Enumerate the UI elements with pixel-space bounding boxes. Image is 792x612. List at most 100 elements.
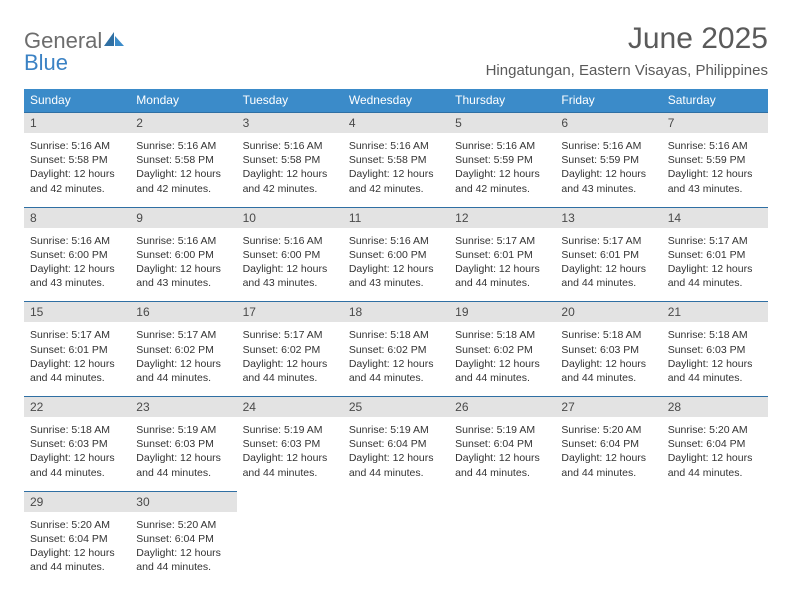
- day-cell: Sunrise: 5:18 AMSunset: 6:02 PMDaylight:…: [449, 325, 555, 393]
- day-day1: Daylight: 12 hours: [136, 262, 230, 276]
- day-day1: Daylight: 12 hours: [561, 451, 655, 465]
- day-cell: Sunrise: 5:18 AMSunset: 6:03 PMDaylight:…: [24, 420, 130, 488]
- day-sunset: Sunset: 6:04 PM: [668, 437, 762, 451]
- day-sunrise: Sunrise: 5:18 AM: [668, 328, 762, 342]
- day-number: [555, 491, 661, 512]
- day-number: 3: [237, 112, 343, 133]
- day-number: 24: [237, 396, 343, 417]
- day-number: 17: [237, 301, 343, 322]
- day-day2: and 44 minutes.: [136, 371, 230, 385]
- day-sunrise: Sunrise: 5:17 AM: [561, 234, 655, 248]
- day-cell: Sunrise: 5:16 AMSunset: 5:59 PMDaylight:…: [449, 136, 555, 204]
- day-number: 13: [555, 207, 661, 228]
- day-number: 22: [24, 396, 130, 417]
- day-cell: [449, 515, 555, 583]
- day-sunset: Sunset: 5:58 PM: [349, 153, 443, 167]
- day-day1: Daylight: 12 hours: [30, 167, 124, 181]
- day-sunset: Sunset: 6:03 PM: [30, 437, 124, 451]
- day-day2: and 44 minutes.: [561, 371, 655, 385]
- day-day2: and 44 minutes.: [136, 560, 230, 574]
- day-cell: Sunrise: 5:19 AMSunset: 6:04 PMDaylight:…: [343, 420, 449, 488]
- day-cell: Sunrise: 5:17 AMSunset: 6:02 PMDaylight:…: [237, 325, 343, 393]
- day-sunset: Sunset: 6:00 PM: [243, 248, 337, 262]
- week-daynum-row: 1234567: [24, 112, 768, 133]
- day-day1: Daylight: 12 hours: [455, 357, 549, 371]
- day-cell: Sunrise: 5:18 AMSunset: 6:03 PMDaylight:…: [662, 325, 768, 393]
- day-sunset: Sunset: 6:01 PM: [455, 248, 549, 262]
- day-sunset: Sunset: 6:03 PM: [561, 343, 655, 357]
- day-day1: Daylight: 12 hours: [30, 546, 124, 560]
- day-sunset: Sunset: 6:00 PM: [136, 248, 230, 262]
- day-sunset: Sunset: 5:59 PM: [455, 153, 549, 167]
- day-sunrise: Sunrise: 5:16 AM: [243, 234, 337, 248]
- day-cell: Sunrise: 5:17 AMSunset: 6:01 PMDaylight:…: [662, 231, 768, 299]
- day-sunrise: Sunrise: 5:20 AM: [561, 423, 655, 437]
- day-cell: Sunrise: 5:20 AMSunset: 6:04 PMDaylight:…: [662, 420, 768, 488]
- day-cell: Sunrise: 5:19 AMSunset: 6:03 PMDaylight:…: [130, 420, 236, 488]
- day-day1: Daylight: 12 hours: [349, 167, 443, 181]
- day-cell: Sunrise: 5:16 AMSunset: 6:00 PMDaylight:…: [343, 231, 449, 299]
- day-sunrise: Sunrise: 5:16 AM: [455, 139, 549, 153]
- day-sunset: Sunset: 6:04 PM: [30, 532, 124, 546]
- day-number: 16: [130, 301, 236, 322]
- day-day1: Daylight: 12 hours: [349, 451, 443, 465]
- day-day1: Daylight: 12 hours: [455, 451, 549, 465]
- day-day2: and 44 minutes.: [243, 371, 337, 385]
- day-day1: Daylight: 12 hours: [455, 262, 549, 276]
- logo-sail-icon: [104, 32, 126, 48]
- day-day2: and 44 minutes.: [561, 466, 655, 480]
- day-day1: Daylight: 12 hours: [455, 167, 549, 181]
- day-day2: and 44 minutes.: [136, 466, 230, 480]
- day-day1: Daylight: 12 hours: [243, 357, 337, 371]
- day-day1: Daylight: 12 hours: [136, 357, 230, 371]
- dow-wednesday: Wednesday: [343, 89, 449, 112]
- day-day1: Daylight: 12 hours: [243, 451, 337, 465]
- day-day1: Daylight: 12 hours: [349, 357, 443, 371]
- day-sunset: Sunset: 6:01 PM: [30, 343, 124, 357]
- day-day1: Daylight: 12 hours: [561, 357, 655, 371]
- day-sunrise: Sunrise: 5:19 AM: [136, 423, 230, 437]
- dow-thursday: Thursday: [449, 89, 555, 112]
- day-sunset: Sunset: 6:03 PM: [668, 343, 762, 357]
- day-number: 5: [449, 112, 555, 133]
- day-number: 7: [662, 112, 768, 133]
- day-number: 8: [24, 207, 130, 228]
- day-sunset: Sunset: 6:03 PM: [136, 437, 230, 451]
- day-cell: Sunrise: 5:18 AMSunset: 6:02 PMDaylight:…: [343, 325, 449, 393]
- calendar-page: General Blue June 2025 Hingatungan, East…: [0, 0, 792, 600]
- day-cell: Sunrise: 5:16 AMSunset: 5:58 PMDaylight:…: [237, 136, 343, 204]
- day-day2: and 43 minutes.: [30, 276, 124, 290]
- day-sunrise: Sunrise: 5:19 AM: [455, 423, 549, 437]
- day-cell: [555, 515, 661, 583]
- day-day2: and 44 minutes.: [30, 560, 124, 574]
- day-sunrise: Sunrise: 5:16 AM: [349, 234, 443, 248]
- day-number: 9: [130, 207, 236, 228]
- day-cell: Sunrise: 5:16 AMSunset: 6:00 PMDaylight:…: [24, 231, 130, 299]
- day-day2: and 43 minutes.: [136, 276, 230, 290]
- page-title: June 2025: [486, 22, 768, 56]
- weeks-container: 1234567Sunrise: 5:16 AMSunset: 5:58 PMDa…: [24, 112, 768, 582]
- day-day2: and 44 minutes.: [243, 466, 337, 480]
- day-sunset: Sunset: 6:03 PM: [243, 437, 337, 451]
- day-sunrise: Sunrise: 5:16 AM: [136, 139, 230, 153]
- day-sunset: Sunset: 6:00 PM: [30, 248, 124, 262]
- day-day1: Daylight: 12 hours: [136, 167, 230, 181]
- day-day1: Daylight: 12 hours: [668, 167, 762, 181]
- day-day1: Daylight: 12 hours: [136, 451, 230, 465]
- day-sunrise: Sunrise: 5:17 AM: [668, 234, 762, 248]
- day-sunrise: Sunrise: 5:17 AM: [243, 328, 337, 342]
- day-number: 10: [237, 207, 343, 228]
- day-day1: Daylight: 12 hours: [561, 167, 655, 181]
- day-number: 27: [555, 396, 661, 417]
- day-sunrise: Sunrise: 5:19 AM: [243, 423, 337, 437]
- day-number: 6: [555, 112, 661, 133]
- day-day1: Daylight: 12 hours: [243, 167, 337, 181]
- day-day2: and 44 minutes.: [668, 371, 762, 385]
- day-sunrise: Sunrise: 5:20 AM: [668, 423, 762, 437]
- day-sunset: Sunset: 6:01 PM: [668, 248, 762, 262]
- day-cell: [343, 515, 449, 583]
- logo-text: General Blue: [24, 30, 126, 74]
- dow-friday: Friday: [555, 89, 661, 112]
- day-cell: Sunrise: 5:20 AMSunset: 6:04 PMDaylight:…: [24, 515, 130, 583]
- day-day2: and 44 minutes.: [455, 466, 549, 480]
